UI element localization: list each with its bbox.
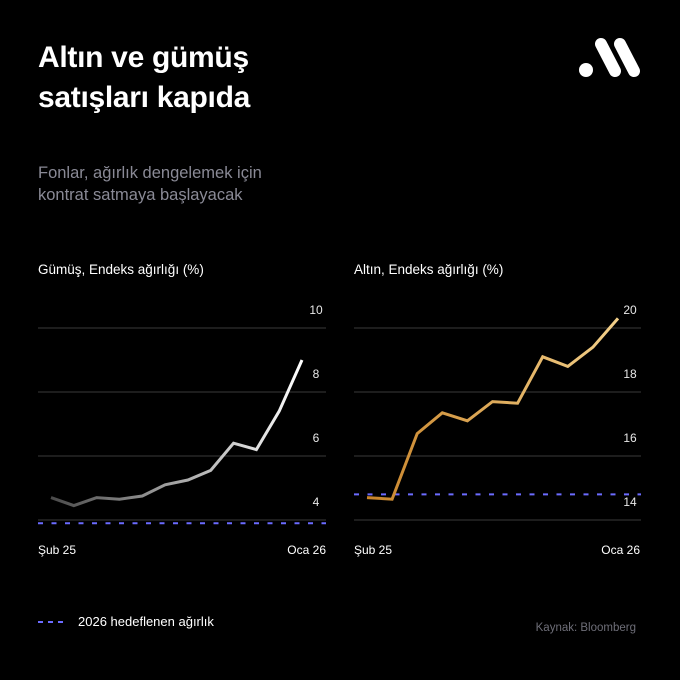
y-tick-label: 10 [309, 303, 323, 317]
x-tick-label-start: Şub 25 [38, 543, 76, 557]
chart-legend: 2026 hedeflenen ağırlık [38, 614, 214, 629]
page-title: Altın ve gümüş satışları kapıda [38, 38, 250, 118]
subtitle-line-2: kontrat satmaya başlayacak [38, 186, 243, 204]
gold-data-line [366, 317, 620, 501]
y-tick-label: 4 [313, 495, 320, 509]
y-tick-label: 14 [623, 495, 637, 509]
silver-chart-title: Gümüş, Endeks ağırlığı (%) [38, 262, 204, 277]
y-tick-label: 20 [623, 303, 637, 317]
x-tick-label-start: Şub 25 [354, 543, 392, 557]
legend-label: 2026 hedeflenen ağırlık [78, 614, 214, 629]
dashed-line-legend-icon [38, 620, 68, 623]
silver-data-line [50, 359, 304, 508]
silver-chart: 4 6 8 10 Şub 25 Oca 26 [38, 303, 326, 557]
subtitle-line-1: Fonlar, ağırlık dengelemek için [38, 164, 262, 182]
page-subtitle: Fonlar, ağırlık dengelemek için kontrat … [38, 162, 262, 206]
gold-chart: 14 16 18 20 Şub 25 Oca 26 [354, 303, 641, 557]
title-line-2: satışları kapıda [38, 81, 250, 114]
gold-chart-title: Altın, Endeks ağırlığı (%) [354, 262, 504, 277]
source-note: Kaynak: Bloomberg [535, 622, 636, 634]
y-tick-label: 8 [313, 367, 320, 381]
x-tick-label-end: Oca 26 [287, 543, 326, 557]
title-line-1: Altın ve gümüş [38, 41, 249, 74]
brand-logo-icon [579, 38, 640, 77]
y-tick-label: 18 [623, 367, 637, 381]
y-tick-label: 6 [313, 431, 320, 445]
x-tick-label-end: Oca 26 [601, 543, 640, 557]
y-tick-label: 16 [623, 431, 637, 445]
